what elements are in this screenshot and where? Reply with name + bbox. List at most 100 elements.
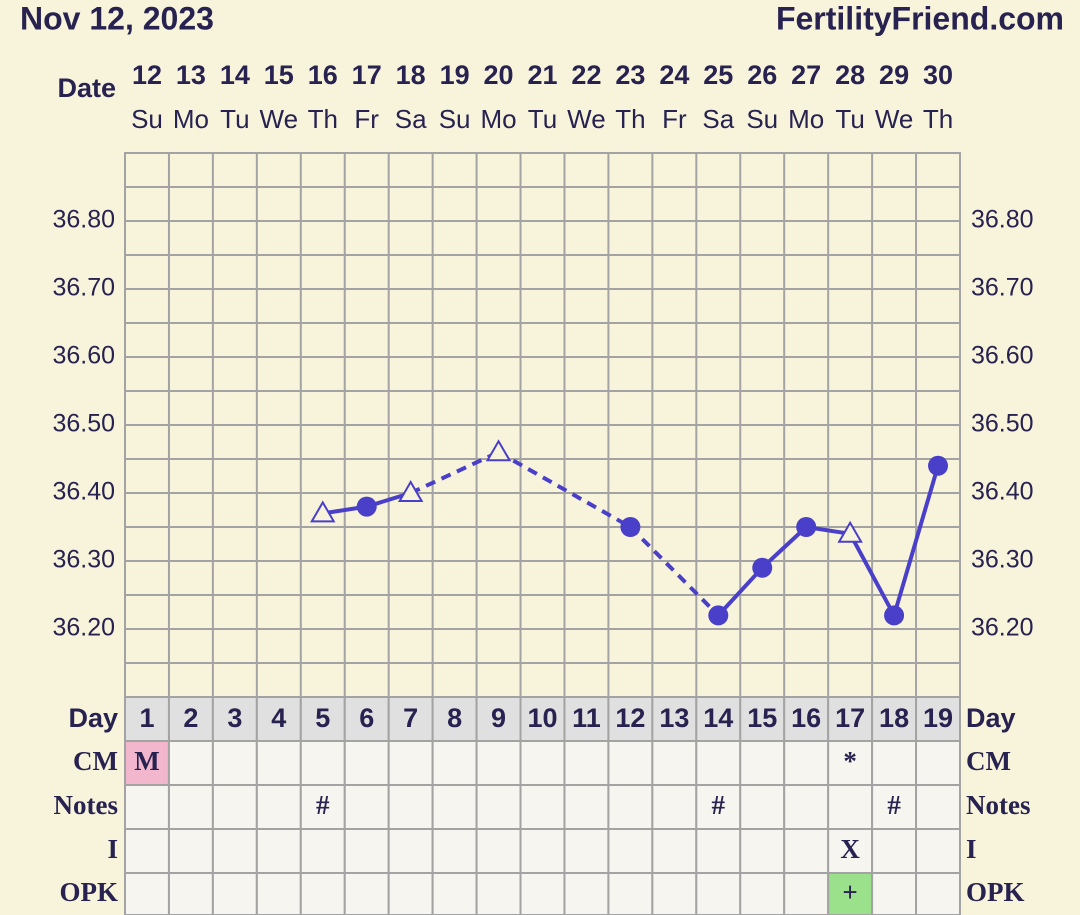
weekday: Fr <box>354 104 379 134</box>
row-cell <box>167 828 214 874</box>
row-cell <box>607 828 654 874</box>
row-cell <box>651 828 698 874</box>
row-cell <box>299 872 346 915</box>
row-label: OPK <box>60 877 119 907</box>
row-cell <box>431 740 478 786</box>
row-cell <box>739 828 786 874</box>
row-label-right: Notes <box>966 790 1030 820</box>
row-cell <box>607 784 654 830</box>
weekday: Tu <box>220 104 249 134</box>
row-cell <box>915 784 961 830</box>
weekday: We <box>567 104 606 134</box>
row-cell <box>211 696 258 742</box>
y-tick-label: 36.40 <box>52 478 115 506</box>
row-cell <box>739 740 786 786</box>
date-number: 12 <box>132 60 162 90</box>
y-tick-label: 36.20 <box>52 614 115 642</box>
row-cell <box>343 784 390 830</box>
row-cell <box>519 696 566 742</box>
y-tick-label-right: 36.70 <box>971 274 1034 302</box>
date-number: 28 <box>835 60 865 90</box>
cell-text: 19 <box>923 703 953 733</box>
row-cell <box>651 872 698 915</box>
cell-text: 9 <box>491 703 506 733</box>
date-number: 26 <box>747 60 777 90</box>
y-tick-label-right: 36.60 <box>971 342 1034 370</box>
row-label: CM <box>73 746 118 776</box>
y-tick-label-right: 36.30 <box>971 546 1034 574</box>
cell-text: 6 <box>359 703 374 733</box>
row-cell <box>124 872 170 915</box>
y-tick-label: 36.50 <box>52 410 115 438</box>
row-cell <box>783 828 830 874</box>
weekday: Th <box>615 104 645 134</box>
row-cell <box>167 740 214 786</box>
row-cell <box>387 740 434 786</box>
date-number: 24 <box>659 60 689 90</box>
row-cell <box>211 784 258 830</box>
weekday: Su <box>439 104 471 134</box>
temp-marker-circle <box>620 517 641 537</box>
row-cell <box>563 828 610 874</box>
row-cell <box>211 872 258 915</box>
date-number: 13 <box>176 60 206 90</box>
date-number: 17 <box>352 60 382 90</box>
cell-text: 12 <box>615 703 645 733</box>
row-cell <box>255 696 302 742</box>
cell-text: 1 <box>139 703 154 733</box>
row-cell <box>563 784 610 830</box>
temp-marker-circle <box>708 605 729 626</box>
row-label-right: OPK <box>966 877 1025 907</box>
y-tick-label-right: 36.50 <box>971 410 1034 438</box>
row-cell <box>124 784 170 830</box>
row-label-right: I <box>966 834 977 864</box>
row-cell <box>871 740 918 786</box>
row-cell <box>475 784 522 830</box>
row-cell <box>915 740 961 786</box>
date-number: 18 <box>396 60 426 90</box>
row-cell <box>519 872 566 915</box>
row-cell <box>739 784 786 830</box>
row-cell <box>255 784 302 830</box>
temp-marker-circle <box>928 455 949 476</box>
row-label-right: Day <box>966 703 1016 733</box>
temp-marker-circle <box>752 557 773 578</box>
row-cell <box>387 696 434 742</box>
row-cell <box>211 740 258 786</box>
row-cell <box>167 872 214 915</box>
date-label: Date <box>57 73 116 103</box>
row-cell <box>607 872 654 915</box>
date-number: 27 <box>791 60 821 90</box>
weekday: Fr <box>662 104 687 134</box>
weekday: We <box>260 104 299 134</box>
row-cell <box>915 828 961 874</box>
cell-text: 18 <box>879 703 909 733</box>
row-cell <box>783 696 830 742</box>
site-name: FertilityFriend.com <box>776 0 1064 36</box>
cell-text: 2 <box>183 703 198 733</box>
row-cell <box>695 872 742 915</box>
date-number: 16 <box>308 60 338 90</box>
row-cell <box>827 784 874 830</box>
row-cell <box>695 740 742 786</box>
y-tick-label-right: 36.20 <box>971 614 1034 642</box>
row-cell <box>167 784 214 830</box>
chart-title: Nov 12, 2023 <box>20 0 214 36</box>
row-label: Notes <box>54 790 118 820</box>
temp-segment <box>848 532 896 617</box>
cell-text: 16 <box>791 703 821 733</box>
cell-text: 3 <box>227 703 242 733</box>
row-cell <box>695 828 742 874</box>
temp-segment <box>892 465 940 616</box>
temp-marker-circle <box>796 517 817 537</box>
row-cell <box>651 740 698 786</box>
row-cell <box>651 784 698 830</box>
weekday: Sa <box>702 104 734 134</box>
date-number: 25 <box>703 60 733 90</box>
cell-text: + <box>842 877 857 907</box>
cell-text: 17 <box>835 703 865 733</box>
row-cell <box>343 740 390 786</box>
cell-text: 8 <box>447 703 462 733</box>
date-number: 15 <box>264 60 294 90</box>
